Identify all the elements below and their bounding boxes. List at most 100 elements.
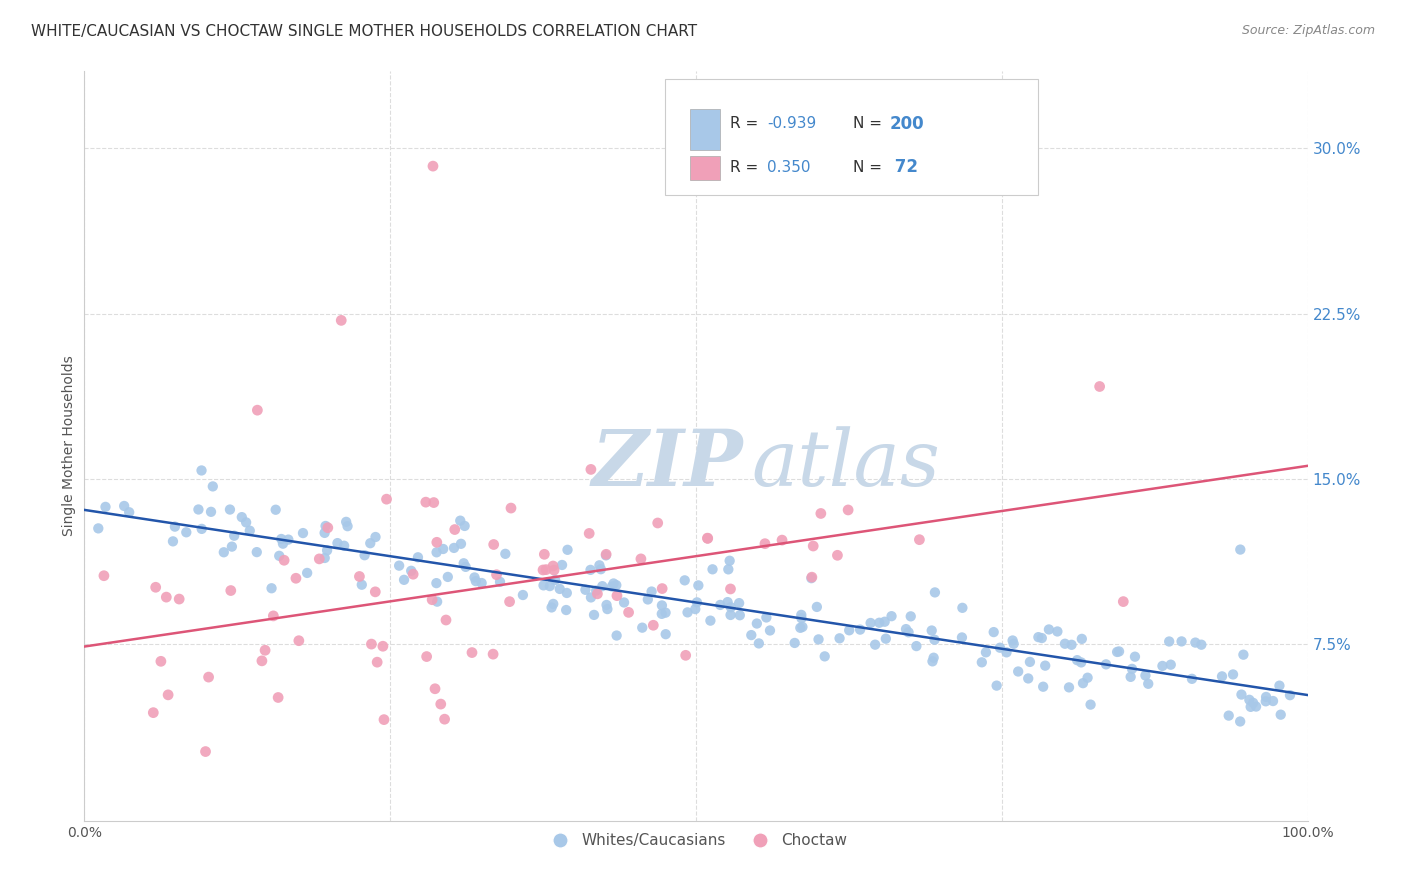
Point	[755, 610, 778, 624]
Point	[541, 597, 564, 611]
Point	[790, 611, 813, 625]
Point	[149, 654, 172, 668]
Point	[579, 563, 602, 577]
Point	[273, 553, 295, 567]
Point	[555, 603, 578, 617]
Point	[429, 697, 451, 711]
Point	[800, 570, 823, 584]
Point	[224, 529, 246, 543]
Point	[1038, 623, 1060, 637]
Point	[1160, 657, 1182, 672]
Point	[924, 585, 946, 599]
Point	[1278, 688, 1301, 702]
Point	[759, 624, 782, 638]
Point	[1239, 693, 1261, 707]
Point	[246, 403, 269, 417]
Point	[316, 543, 339, 558]
Point	[643, 618, 665, 632]
Point	[1170, 634, 1192, 648]
Point	[617, 606, 640, 620]
Point	[555, 586, 578, 600]
Text: 72: 72	[889, 158, 918, 177]
FancyBboxPatch shape	[690, 109, 720, 150]
Point	[540, 600, 562, 615]
Point	[336, 519, 359, 533]
Point	[718, 554, 741, 568]
Point	[1057, 681, 1080, 695]
Point	[1121, 662, 1143, 676]
Point	[494, 547, 516, 561]
Point	[231, 510, 253, 524]
Point	[717, 562, 740, 576]
Point	[1046, 624, 1069, 639]
Point	[894, 622, 917, 636]
Point	[1137, 677, 1160, 691]
Text: 200: 200	[889, 115, 924, 133]
Y-axis label: Single Mother Households: Single Mother Households	[62, 356, 76, 536]
Point	[250, 654, 273, 668]
Text: -0.939: -0.939	[766, 116, 815, 131]
Point	[267, 690, 290, 705]
Point	[640, 584, 662, 599]
Point	[1007, 665, 1029, 679]
Point	[212, 545, 235, 559]
Point	[1159, 634, 1181, 648]
Point	[1241, 696, 1264, 710]
Point	[235, 516, 257, 530]
Point	[748, 636, 770, 650]
Point	[579, 462, 602, 476]
Point	[838, 624, 860, 638]
Point	[426, 545, 449, 559]
Point	[685, 602, 707, 616]
Point	[1112, 594, 1135, 608]
Point	[330, 313, 353, 327]
Point	[335, 515, 357, 529]
Point	[219, 502, 242, 516]
Point	[453, 556, 475, 570]
Point	[142, 706, 165, 720]
Point	[585, 583, 607, 598]
Point	[190, 522, 212, 536]
Point	[270, 532, 292, 546]
Point	[415, 649, 437, 664]
Point	[167, 592, 190, 607]
Point	[837, 503, 859, 517]
Text: Source: ZipAtlas.com: Source: ZipAtlas.com	[1241, 24, 1375, 37]
Point	[359, 536, 381, 550]
Point	[863, 638, 886, 652]
Text: atlas: atlas	[751, 426, 939, 503]
Point	[728, 608, 751, 623]
Point	[720, 582, 742, 596]
Point	[388, 558, 411, 573]
Point	[284, 571, 307, 585]
Point	[541, 559, 564, 574]
Point	[551, 558, 574, 572]
Point	[974, 645, 997, 659]
Point	[1211, 669, 1233, 683]
Point	[606, 589, 628, 603]
Point	[1232, 648, 1254, 662]
Point	[1108, 644, 1130, 658]
Point	[789, 621, 811, 635]
Point	[1071, 676, 1094, 690]
Point	[449, 514, 471, 528]
Point	[288, 633, 311, 648]
Text: R =: R =	[730, 116, 763, 131]
Point	[1088, 379, 1111, 393]
Point	[364, 530, 387, 544]
Point	[905, 639, 928, 653]
Point	[873, 615, 896, 629]
Point	[402, 567, 425, 582]
Point	[654, 606, 676, 620]
Point	[187, 502, 209, 516]
Point	[1218, 708, 1240, 723]
Point	[1017, 672, 1039, 686]
Point	[406, 550, 429, 565]
Point	[254, 643, 277, 657]
Point	[453, 519, 475, 533]
Point	[897, 625, 920, 640]
Point	[654, 627, 676, 641]
Point	[790, 607, 813, 622]
Point	[399, 564, 422, 578]
Point	[544, 573, 567, 587]
